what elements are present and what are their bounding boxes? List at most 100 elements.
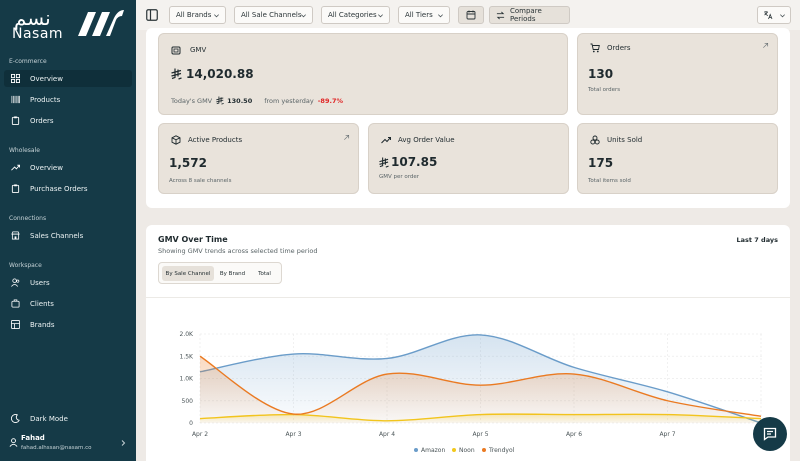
sidebar-item-wholesale-overview[interactable]: Overview [4, 159, 132, 176]
x-tick-label: Apr 5 [472, 431, 488, 438]
trend-icon [381, 137, 391, 144]
gmv-value: 14,020.88 [186, 67, 254, 81]
riyal-icon [216, 96, 224, 105]
sidebar-item-label: Overview [30, 163, 63, 172]
gmv-chart-panel: GMV Over Time Showing GMV trends across … [146, 225, 790, 461]
categories-filter[interactable]: All Categories [321, 6, 390, 24]
clipboard-icon [9, 115, 21, 127]
clipboard-icon [9, 183, 21, 195]
riyal-icon [171, 68, 182, 80]
gmv-today-row: Today's GMV 130.50 from yesterday -89.7% [171, 96, 343, 105]
avg-order-card[interactable]: Avg Order Value 107.85 GMV per order [368, 123, 569, 194]
active-products-sub: Across 8 sale channels [169, 178, 232, 184]
users-icon [9, 277, 21, 289]
categories-filter-value: All Categories [328, 11, 377, 19]
sidebar-toggle-icon[interactable] [146, 9, 158, 21]
moon-icon [9, 413, 21, 425]
tab-by-brand[interactable]: By Brand [219, 270, 246, 277]
units-sold-sub: Total items sold [588, 178, 631, 184]
tab-by-sale-channel[interactable]: By Sale Channel [162, 266, 214, 281]
legend-label: Trendyol [488, 447, 515, 454]
orders-card[interactable]: Orders 130 Total orders [577, 33, 778, 115]
y-tick-label: 1.0K [180, 376, 195, 383]
sidebar-item-products[interactable]: Products [4, 91, 132, 108]
compare-periods-button[interactable]: Compare Periods [489, 6, 570, 24]
gmv-title: GMV [190, 46, 207, 54]
sidebar-item-orders[interactable]: Orders [4, 112, 132, 129]
legend-swatch [452, 448, 456, 452]
brand-latin-name: Nasam [12, 26, 64, 42]
x-tick-label: Apr 6 [566, 431, 582, 438]
y-tick-label: 500 [182, 398, 194, 405]
sidebar-item-users[interactable]: Users [4, 274, 132, 291]
y-tick-label: 1.5K [180, 353, 195, 360]
box-icon [171, 135, 181, 145]
chat-button[interactable] [753, 417, 787, 451]
user-menu[interactable]: Fahad fahad.alhssan@nasam.co [4, 432, 132, 456]
boxes-icon [590, 135, 600, 145]
sidebar-item-brands[interactable]: Brands [4, 316, 132, 333]
arrow-up-right-icon[interactable] [343, 134, 350, 141]
series-line-trendyol [199, 355, 762, 418]
clients-icon [9, 298, 21, 310]
sidebar-item-label: Purchase Orders [30, 184, 88, 193]
orders-value: 130 [588, 67, 614, 81]
sidebar-item-label: Sales Channels [30, 231, 84, 240]
units-sold-title: Units Sold [607, 136, 643, 144]
sidebar-item-label: Products [30, 95, 61, 104]
user-icon [9, 438, 18, 447]
arrow-up-right-icon[interactable] [762, 42, 769, 49]
orders-title: Orders [607, 44, 631, 52]
orders-sub: Total orders [588, 87, 621, 93]
sale-channels-filter[interactable]: All Sale Channels [234, 6, 313, 24]
series-area-trendyol [200, 356, 761, 423]
chat-icon [763, 427, 777, 441]
x-tick-label: Apr 4 [379, 431, 395, 438]
chevron-down-icon [301, 14, 306, 18]
sale-channels-filter-value: All Sale Channels [241, 11, 302, 19]
chart-range-selector[interactable]: Last 7 days [736, 236, 779, 244]
date-range-button[interactable] [458, 6, 484, 24]
tiers-filter[interactable]: All Tiers [398, 6, 450, 24]
chart-tabs: By Sale Channel By Brand Total [158, 262, 282, 284]
gmv-chart: 0 500 1.0K 1.5K 2.0K Apr 2 Apr 3 Apr 4 Apr 5 Apr … [180, 331, 763, 454]
grid-icon [9, 73, 21, 85]
tab-total[interactable]: Total [258, 270, 271, 277]
tiers-filter-value: All Tiers [405, 11, 433, 19]
sidebar-item-label: Overview [30, 74, 63, 83]
sidebar-item-sales-channels[interactable]: Sales Channels [4, 227, 132, 244]
riyal-icon [379, 157, 389, 168]
language-button[interactable] [757, 6, 791, 24]
dark-mode-toggle[interactable]: Dark Mode [4, 410, 132, 427]
x-tick-label: Apr 3 [285, 431, 301, 438]
avg-order-sub: GMV per order [379, 174, 420, 180]
units-sold-card[interactable]: Units Sold 175 Total items sold [577, 123, 778, 194]
avg-order-title: Avg Order Value [398, 136, 455, 144]
chevron-right-icon [121, 440, 126, 446]
x-tick-label: Apr 2 [192, 431, 208, 438]
compare-periods-label: Compare Periods [510, 7, 542, 23]
sidebar: نسم Nasam E-commerce Overview Products O… [0, 0, 136, 461]
active-products-title: Active Products [188, 136, 243, 144]
translate-icon [764, 11, 773, 20]
gmv-change: -89.7% [317, 96, 343, 105]
brand-logo[interactable]: نسم Nasam [10, 6, 126, 42]
sidebar-item-clients[interactable]: Clients [4, 295, 132, 312]
brands-filter-value: All Brands [176, 11, 212, 19]
section-label-connections: Connections [9, 215, 47, 222]
brands-filter[interactable]: All Brands [169, 6, 226, 24]
legend-label: Noon [459, 447, 475, 454]
series-line-amazon [199, 334, 762, 424]
dark-mode-label: Dark Mode [30, 414, 68, 423]
chevron-down-icon [438, 14, 443, 18]
cart-icon [590, 43, 600, 53]
calendar-icon [466, 10, 476, 20]
gmv-card[interactable]: GMV 14,020.88 Today's GMV 130.50 from ye… [158, 33, 568, 115]
section-label-workspace: Workspace [9, 262, 42, 269]
sidebar-item-label: Orders [30, 116, 54, 125]
legend-label: Amazon [421, 447, 445, 454]
sidebar-item-purchase-orders[interactable]: Purchase Orders [4, 180, 132, 197]
sidebar-item-ecommerce-overview[interactable]: Overview [4, 70, 132, 87]
active-products-card[interactable]: Active Products 1,572 Across 8 sale chan… [158, 123, 359, 194]
brands-icon [9, 319, 21, 331]
